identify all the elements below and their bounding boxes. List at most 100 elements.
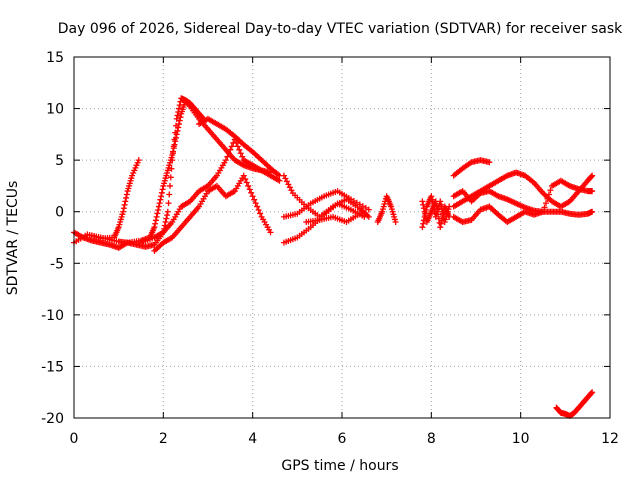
data-point [437, 224, 444, 231]
y-tick-label: -10 [41, 308, 64, 324]
series-track-17 [450, 157, 493, 179]
data-point [419, 224, 426, 231]
grid [74, 57, 610, 418]
data-point [589, 172, 596, 179]
data-point [419, 198, 426, 205]
data-point [157, 196, 164, 203]
series-track-16 [450, 188, 596, 218]
data-point [439, 213, 446, 220]
data-point [236, 146, 243, 153]
series-track-8 [280, 200, 368, 246]
data-point [175, 121, 182, 128]
data-point [420, 201, 427, 208]
y-tick-label: 15 [46, 50, 64, 66]
series-track-5 [151, 172, 274, 254]
data-point [162, 219, 169, 226]
data-point [173, 131, 180, 138]
series-track-18 [553, 389, 596, 419]
x-tick-label: 12 [601, 431, 619, 447]
data-point [152, 220, 159, 227]
y-tick-label: -20 [41, 411, 64, 427]
data-point [225, 150, 232, 157]
data-point [152, 217, 159, 224]
series-track-13 [419, 198, 453, 231]
data-point [361, 213, 368, 220]
chart-title: Day 096 of 2026, Sidereal Day-to-day VTE… [58, 21, 623, 37]
data-point [165, 200, 172, 207]
data-point [438, 217, 445, 224]
data-point [434, 206, 441, 213]
data-point [428, 193, 435, 200]
data-point [432, 198, 439, 205]
data-point [438, 220, 445, 227]
data-point [589, 188, 596, 195]
x-tick-label: 2 [159, 431, 168, 447]
plot-frame [73, 56, 611, 419]
data-point [435, 211, 442, 218]
tick-labels: 0 2 4 6 8 10 12 -20 -15 -10 -5 0 5 10 15 [41, 50, 619, 447]
data-point [420, 220, 427, 227]
data-point [164, 212, 171, 219]
series-track-10 [303, 210, 363, 226]
data-point [246, 186, 253, 193]
data-point [227, 146, 234, 153]
data-point [176, 117, 183, 124]
series-track-6 [196, 115, 283, 179]
x-tick-label: 6 [338, 431, 347, 447]
y-tick-label: -15 [41, 359, 64, 375]
data-point [155, 203, 162, 210]
y-axis-label: SDTVAR / TECUs [5, 181, 21, 296]
data-point [542, 200, 549, 207]
data-point [170, 148, 177, 155]
series-track-9 [280, 188, 372, 220]
data-point [154, 210, 161, 217]
data-point [224, 153, 231, 160]
data-point [122, 198, 129, 205]
data-point [177, 114, 184, 121]
data-point [243, 179, 250, 186]
data-point [123, 191, 130, 198]
data-point [257, 210, 264, 217]
y-tick-label: -5 [50, 256, 64, 272]
data-point [167, 182, 174, 189]
data-point [589, 389, 596, 396]
data-point [589, 208, 596, 215]
data-point [174, 127, 181, 134]
data-point [163, 215, 170, 222]
data-point [433, 202, 440, 209]
x-tick-label: 8 [427, 431, 436, 447]
data-point [168, 165, 175, 172]
data-point [158, 189, 165, 196]
data-point [234, 143, 241, 150]
data-point [588, 173, 595, 180]
data-point [240, 172, 247, 179]
data-point [121, 201, 128, 208]
data-point [175, 124, 182, 131]
y-tick-label: 0 [55, 205, 64, 221]
data-point [222, 157, 229, 164]
y-tick-label: 5 [55, 153, 64, 169]
series-track-2 [71, 157, 142, 246]
data-point [249, 193, 256, 200]
data-point [166, 191, 173, 198]
data-marks [71, 95, 596, 419]
data-point [172, 134, 179, 141]
series-track-3 [88, 97, 207, 246]
data-point [242, 176, 249, 183]
data-point [429, 196, 436, 203]
data-point [156, 200, 163, 207]
data-point [135, 157, 142, 164]
x-tick-label: 0 [70, 431, 79, 447]
data-point [245, 182, 252, 189]
data-point [170, 145, 177, 152]
data-point [175, 105, 182, 112]
data-point [123, 194, 130, 201]
data-point [120, 205, 127, 212]
data-point [254, 203, 261, 210]
data-point [365, 206, 372, 213]
data-point [151, 224, 158, 231]
data-point [155, 206, 162, 213]
series-track-11 [374, 193, 399, 226]
data-point [228, 143, 235, 150]
